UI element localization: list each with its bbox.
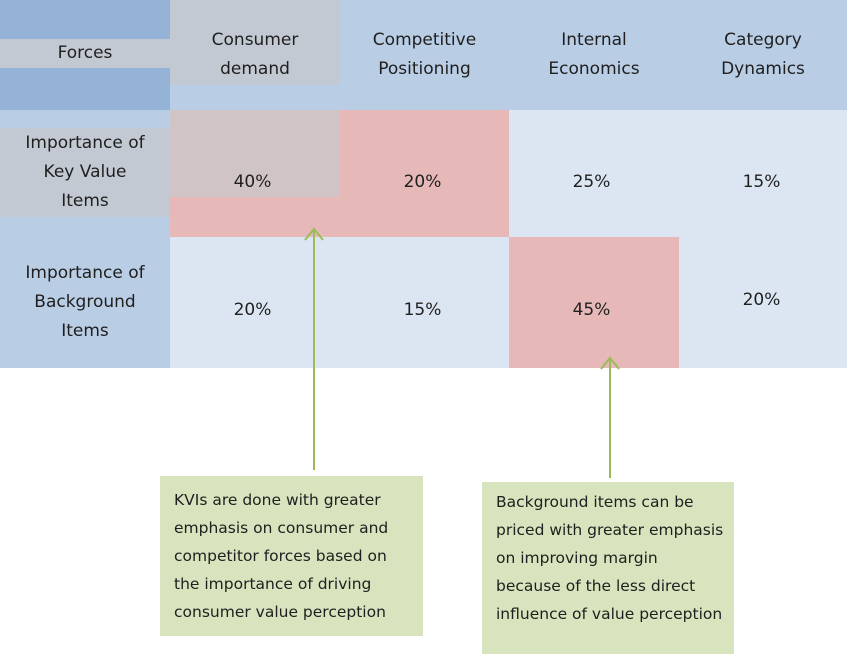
header-category-dynamics: Category Dynamics <box>679 26 847 84</box>
cell-bg-internal-economics-value: 45% <box>572 300 611 320</box>
header-consumer-demand-highlight <box>170 0 340 85</box>
cell-bg-competitive-positioning-value: 15% <box>403 300 442 320</box>
kvi-note-text: KVIs are done with greater emphasis on c… <box>174 491 389 621</box>
background-arrow <box>600 356 620 478</box>
row-key-value-items-label: Importance of Key Value Items <box>0 128 170 217</box>
row-background-items-label: Importance of Background Items <box>0 258 170 347</box>
header-internal-economics: Internal Economics <box>509 26 679 84</box>
header-competitive-positioning: Competitive Positioning <box>340 26 509 84</box>
header-competitive-positioning-line-1: Competitive <box>372 30 477 50</box>
kvi-note: KVIs are done with greater emphasis on c… <box>160 476 423 636</box>
row-key-value-items-label-line-1: Importance of <box>25 133 145 153</box>
background-note-text: Background items can be priced with grea… <box>496 493 724 623</box>
corner-label-band <box>0 39 170 68</box>
row-background-items-label-line-1: Importance of <box>25 263 145 283</box>
header-internal-economics-line-2: Economics <box>548 59 640 79</box>
cell-bg-internal-economics-pink <box>509 237 679 368</box>
row-background-items-label-line-3: Items <box>61 321 109 341</box>
header-category-dynamics-line-1: Category <box>724 30 802 50</box>
cell-kvi-consumer-demand-value: 40% <box>233 172 272 192</box>
header-consumer-demand-line-2: demand <box>220 59 290 79</box>
row-key-value-items-label-line-2: Key Value <box>43 162 127 182</box>
cell-kvi-competitive-positioning-value: 20% <box>403 172 442 192</box>
header-internal-economics-line-1: Internal <box>561 30 627 50</box>
header-competitive-positioning-line-2: Positioning <box>378 59 471 79</box>
row-key-value-items-label-highlight <box>0 128 170 217</box>
row-key-value-items-label-line-3: Items <box>61 191 109 211</box>
background-note: Background items can be priced with grea… <box>482 482 734 654</box>
header-consumer-demand: Consumer demand <box>170 26 340 84</box>
corner-label: Forces <box>57 43 113 63</box>
row-background-items-label-outer <box>0 217 170 368</box>
cell-kvi-consumer-demand-overlay <box>170 110 340 197</box>
row-background-items-label-line-2: Background <box>34 292 136 312</box>
cell-kvi-internal-economics-value: 25% <box>572 172 611 192</box>
cell-kvi-category-dynamics-value: 15% <box>742 172 781 192</box>
header-category-dynamics-line-2: Dynamics <box>721 59 805 79</box>
header-consumer-demand-line-1: Consumer <box>211 30 299 50</box>
cell-kvi-competitive-positioning-pink <box>340 110 509 237</box>
cell-bg-consumer-demand-value: 20% <box>233 300 272 320</box>
cell-bg-category-dynamics-value: 20% <box>742 290 781 310</box>
